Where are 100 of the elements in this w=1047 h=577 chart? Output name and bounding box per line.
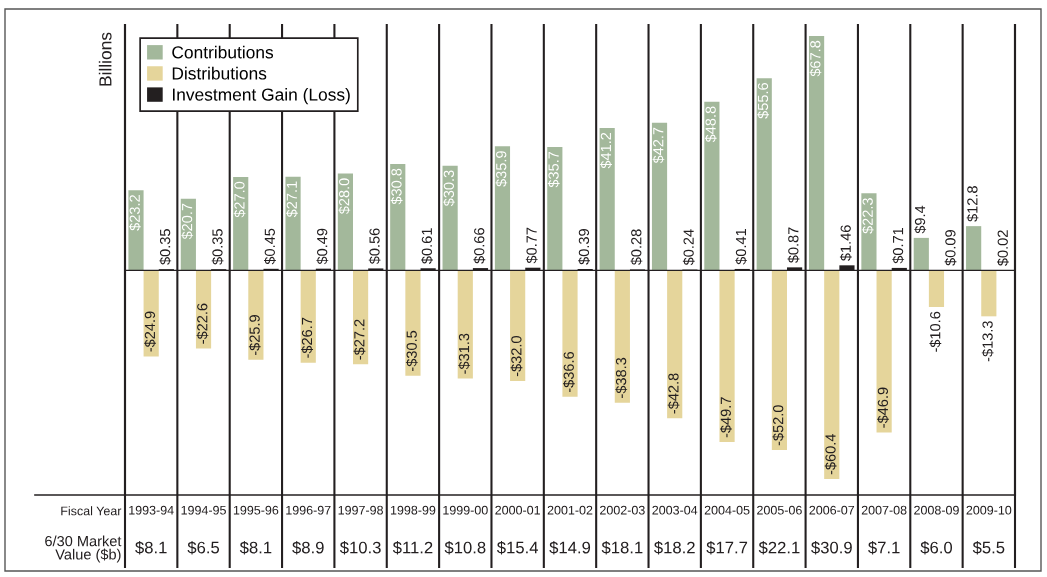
data-label: $0.77 [525,227,538,264]
data-label: $0.87 [787,227,800,264]
text: $18.2 [654,540,695,555]
data-label: $0.39 [578,229,590,265]
bar [547,146,563,271]
data-label: $35.7 [547,151,560,188]
data-label: $55.6 [757,83,770,119]
data-label: -$13.3 [981,321,994,362]
text: $22.1 [758,540,800,555]
bar [913,237,929,271]
data-label: $0.49 [316,228,329,265]
text: $10.3 [339,540,381,555]
x-tick-label: 2000-01 [495,505,540,515]
data-label: $12.8 [966,186,979,222]
text: $30.9 [811,540,852,555]
data-label: -$31.3 [458,333,471,374]
data-label: $0.71 [892,227,905,264]
text: $17.7 [706,540,748,555]
data-label: $22.3 [861,198,874,234]
bar [599,127,615,271]
bar [704,101,720,271]
data-label: -$24.9 [144,311,156,352]
data-label: $0.61 [421,228,433,264]
bar [353,270,369,365]
data-label: -$60.4 [824,434,837,475]
bar [981,270,997,317]
data-label: $23.2 [128,195,141,231]
data-label: -$27.2 [353,319,366,360]
text: 6/30 Market Value ($b) [45,535,122,563]
text: $10.8 [444,540,486,555]
data-label: -$46.9 [877,387,889,428]
data-label: $27.0 [233,181,246,218]
x-tick-label: 1997-98 [338,505,383,515]
bar [719,270,735,443]
data-label: $20.7 [181,203,194,240]
data-label: -$25.9 [248,315,261,356]
data-label: $41.2 [600,132,612,169]
x-tick-label: 2004-05 [704,505,750,515]
x-tick-label: 1996-97 [286,505,331,515]
text: $8.1 [135,540,167,555]
data-label: $0.02 [996,230,1009,266]
bar [562,270,578,397]
x-tick-label: 1999-00 [443,505,488,515]
data-label: -$22.6 [196,303,209,344]
data-label: $0.45 [264,228,276,265]
x-tick-label: 2001-02 [547,505,593,515]
bar [876,270,892,433]
text: $11.2 [392,540,433,555]
text: $5.5 [972,540,1005,555]
data-label: $0.28 [630,229,643,266]
data-label: $30.3 [443,170,455,207]
data-label: -$36.6 [562,351,575,393]
bar [667,270,683,419]
data-label: $27.1 [286,181,298,218]
x-tick-label: 2005-06 [757,505,802,515]
bar [614,270,630,403]
bar [405,270,421,376]
bar [756,78,772,271]
data-label: -$42.8 [667,373,680,414]
text: $6.5 [187,540,220,555]
data-label: -$26.7 [301,317,314,358]
x-tick-label: 2007-08 [861,505,907,515]
bar [808,36,825,271]
bar [457,270,473,379]
data-label: $9.4 [914,205,927,234]
bar [390,163,406,271]
data-label: -$52.0 [772,405,785,446]
x-tick-label: 2003-04 [652,505,698,515]
data-label: $0.35 [159,229,172,265]
x-tick-label: 1994-95 [181,505,226,515]
x-axis-title: Fiscal Year [61,506,122,516]
x-tick-label: 2009-10 [966,505,1012,515]
bar [771,270,787,451]
x-tick-label: 1998-99 [390,505,436,515]
data-label: $35.9 [495,151,508,187]
x-tick-label: 1993-94 [129,505,174,515]
bar [966,226,982,271]
text: $14.9 [549,540,591,555]
data-label: $28.0 [338,178,351,215]
data-label: -$10.6 [929,311,942,352]
data-label: $42.7 [652,127,665,164]
data-label: $0.35 [211,229,224,265]
data-label: $0.24 [682,229,695,266]
bar [128,190,144,271]
text: $18.1 [601,540,643,555]
data-label: $0.66 [473,228,486,264]
bar [285,176,301,271]
text: $6.0 [920,540,953,555]
data-label: -$38.3 [615,357,628,398]
x-tick-label: 2006-07 [809,505,855,515]
data-label: -$32.0 [510,336,523,377]
bar [651,122,668,271]
text: $8.9 [292,540,324,555]
data-label: $67.8 [809,40,822,77]
data-label: $0.41 [735,229,748,265]
bar [928,270,945,307]
data-label: $0.09 [944,230,957,266]
text: $15.4 [496,540,539,555]
data-label: $48.8 [704,106,717,143]
bar [494,146,511,271]
